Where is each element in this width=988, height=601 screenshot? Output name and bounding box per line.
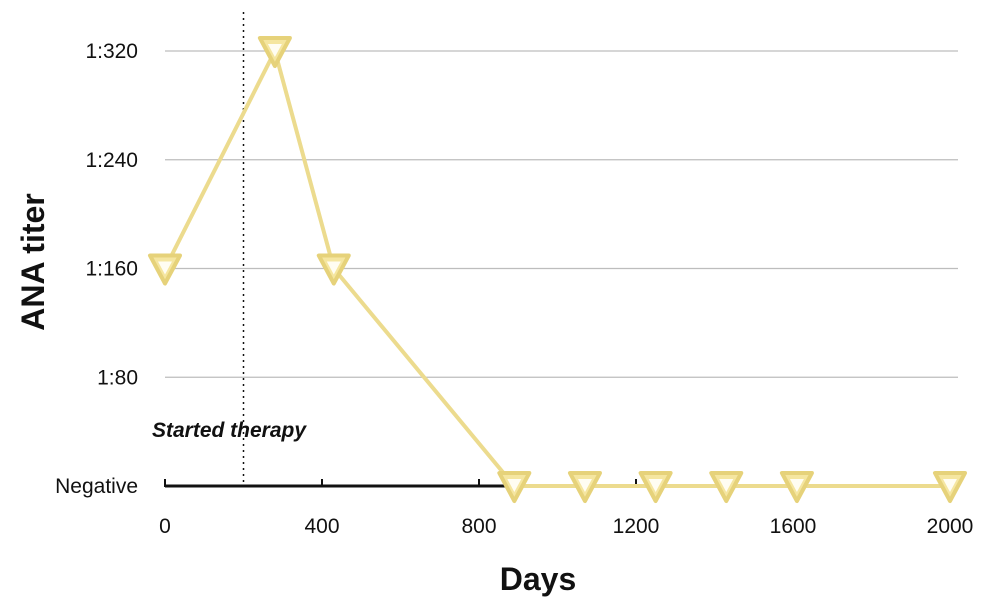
- y-tick-label: 1:240: [85, 149, 138, 172]
- started-therapy-label: Started therapy: [152, 419, 307, 442]
- marker-highlight: [507, 479, 522, 492]
- marker-highlight: [943, 479, 957, 492]
- y-tick-label: Negative: [55, 475, 138, 498]
- y-tick-label: 1:320: [85, 40, 138, 63]
- tick-labels: Negative 1:80 1:160 1:240 1:320 0 400 800 1200 16…: [55, 40, 973, 538]
- x-tick-label: 1200: [613, 515, 660, 538]
- y-tick-label: 1:80: [97, 366, 138, 389]
- x-tick-label: 800: [461, 515, 496, 538]
- x-tick-label: 400: [304, 515, 339, 538]
- y-axis-title: ANA titer: [15, 193, 51, 330]
- x-axis-title: Days: [500, 561, 577, 597]
- gridlines: [165, 50, 958, 378]
- marker-highlight: [648, 479, 663, 492]
- series-group: [148, 36, 967, 503]
- x-tick-label: 1600: [770, 515, 817, 538]
- marker-highlight: [719, 479, 734, 492]
- marker-highlight: [326, 261, 341, 275]
- marker-highlight: [577, 479, 592, 492]
- x-tick-label: 2000: [927, 515, 974, 538]
- marker-highlight: [158, 261, 172, 275]
- x-tick-label: 0: [159, 515, 171, 538]
- marker-highlight: [789, 479, 804, 492]
- annotation-group: Started therapy: [152, 12, 307, 482]
- marker-highlight: [267, 44, 282, 57]
- y-tick-label: 1:160: [85, 258, 138, 281]
